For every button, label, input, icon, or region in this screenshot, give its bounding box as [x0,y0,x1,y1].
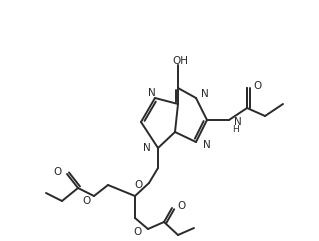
Text: OH: OH [172,56,188,66]
Text: N: N [234,117,242,127]
Text: N: N [143,143,151,153]
Text: O: O [134,227,142,237]
Text: O: O [135,180,143,190]
Text: N: N [201,89,209,99]
Text: O: O [54,167,62,177]
Text: N: N [148,88,156,98]
Text: H: H [232,126,239,134]
Text: O: O [177,201,185,211]
Text: O: O [83,196,91,206]
Text: O: O [253,81,261,91]
Text: N: N [203,140,211,150]
